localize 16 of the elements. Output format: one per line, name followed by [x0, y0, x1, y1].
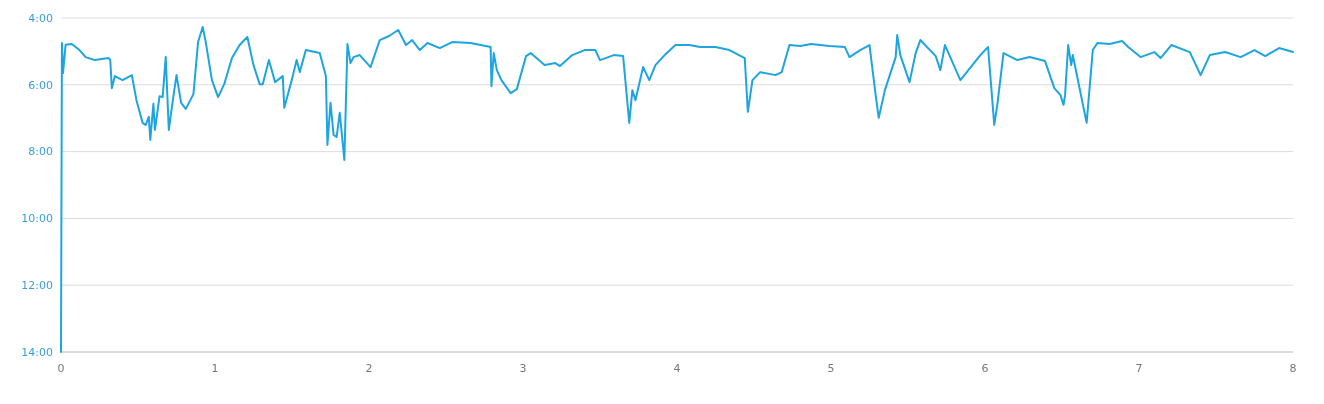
- y-tick-label: 10:00: [21, 212, 53, 226]
- y-tick-label: 12:00: [21, 279, 53, 293]
- x-tick-label: 2: [365, 362, 373, 375]
- x-tick-label: 6: [981, 362, 989, 375]
- x-tick-label: 0: [57, 362, 65, 375]
- x-tick-label: 4: [673, 362, 681, 375]
- x-tick-label: 3: [519, 362, 527, 375]
- y-tick-label: 8:00: [28, 145, 53, 159]
- y-tick-label: 6:00: [28, 78, 53, 92]
- x-tick-label: 5: [827, 362, 835, 375]
- y-tick-label: 4:00: [28, 11, 53, 25]
- x-tick-label: 7: [1135, 362, 1143, 375]
- x-tick-label: 8: [1289, 362, 1297, 375]
- y-tick-label: 14:00: [21, 345, 53, 359]
- line-series: [60, 26, 1294, 353]
- x-tick-label: 1: [211, 362, 219, 375]
